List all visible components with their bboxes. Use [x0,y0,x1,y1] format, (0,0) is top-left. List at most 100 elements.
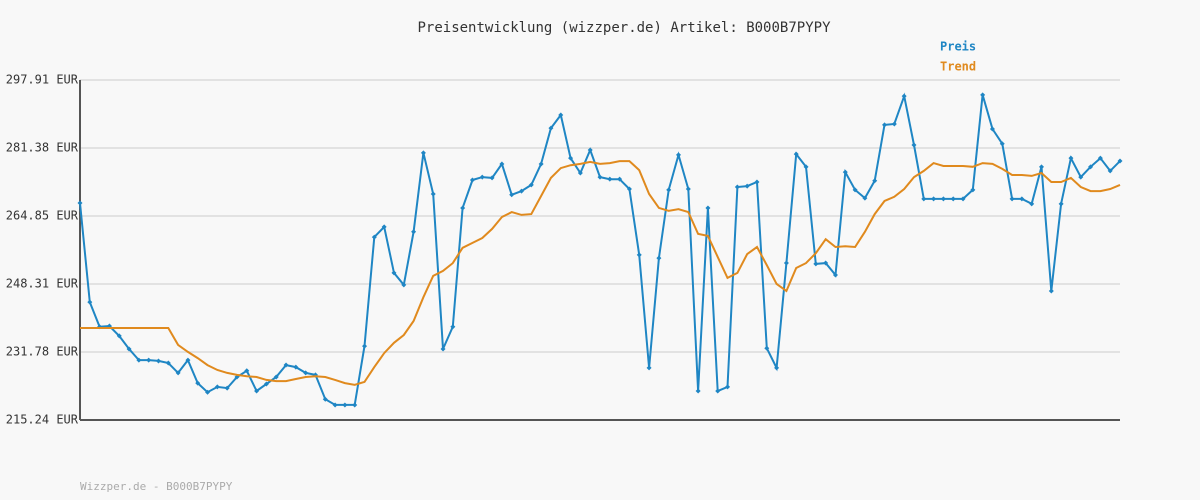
point-marker [489,175,495,181]
point-marker [646,365,652,371]
point-marker [381,224,387,230]
point-marker [224,385,230,391]
point-marker [126,346,132,352]
point-marker [744,183,750,189]
point-marker [607,176,613,182]
point-marker [685,186,691,192]
point-marker [509,192,515,198]
point-marker [872,178,878,184]
point-marker [911,142,917,148]
point-marker [87,299,93,305]
point-marker [479,174,485,180]
point-marker [666,187,672,193]
point-marker [293,364,299,370]
point-marker [371,234,377,240]
point-marker [568,155,574,161]
point-marker [155,358,161,364]
point-marker [705,205,711,211]
point-marker [1039,164,1045,170]
point-marker [538,161,544,167]
point-marker [460,205,466,211]
point-marker [656,255,662,261]
point-marker [1078,174,1084,180]
point-marker [391,270,397,276]
point-marker [214,384,220,390]
point-marker [783,260,789,266]
point-marker [587,147,593,153]
point-marker [862,195,868,201]
point-marker [636,252,642,258]
point-marker [774,365,780,371]
point-marker [754,179,760,185]
point-marker [332,402,338,408]
point-marker [832,272,838,278]
point-marker [577,170,583,176]
point-marker [950,196,956,202]
point-marker [842,169,848,175]
point-marker [813,261,819,267]
point-marker [1097,155,1103,161]
point-marker [185,357,191,363]
point-marker [499,161,505,167]
point-marker [1019,196,1025,202]
y-tick-label: 248.31 EUR [6,276,79,290]
point-marker [273,374,279,380]
point-marker [803,164,809,170]
footer: Wizzper.de - B000B7PYPY [80,480,233,493]
point-marker [352,402,358,408]
y-tick-label: 297.91 EUR [6,73,79,87]
point-marker [989,126,995,132]
point-marker [891,121,897,127]
point-marker [195,380,201,386]
point-marker [175,370,181,376]
point-marker [1117,158,1123,164]
point-marker [715,388,721,394]
point-marker [597,174,603,180]
point-marker [420,150,426,156]
point-marker [450,324,456,330]
point-marker [1107,168,1113,174]
point-marker [440,346,446,352]
point-marker [940,196,946,202]
point-marker [401,282,407,288]
point-marker [764,345,770,351]
point-marker [695,388,701,394]
point-marker [823,260,829,266]
point-marker [1009,196,1015,202]
y-tick-label: 281.38 EUR [6,140,79,154]
point-marker [342,402,348,408]
point-marker [116,333,122,339]
point-marker [921,196,927,202]
point-marker [283,362,289,368]
point-marker [970,187,976,193]
chart-title: Preisentwicklung (wizzper.de) Artikel: B… [417,20,831,36]
point-marker [136,357,142,363]
point-marker [558,112,564,118]
point-marker [77,200,83,206]
point-marker [1029,201,1035,207]
point-marker [430,191,436,197]
point-marker [626,186,632,192]
point-marker [528,182,534,188]
point-marker [519,188,525,194]
point-marker [303,370,309,376]
point-marker [960,196,966,202]
y-tick-label: 231.78 EUR [6,344,79,358]
point-marker [205,389,211,395]
series-line [79,92,1121,406]
point-marker [362,343,368,349]
point-marker [734,184,740,190]
point-marker [852,187,858,193]
point-marker [793,151,799,157]
point-marker [1088,164,1094,170]
point-marker [322,396,328,402]
legend-label: Trend [940,60,976,74]
point-marker [980,92,986,98]
point-marker [165,360,171,366]
point-marker [469,177,475,183]
point-marker [244,368,250,374]
point-marker [675,152,681,158]
point-marker [901,93,907,99]
point-marker [725,384,731,390]
